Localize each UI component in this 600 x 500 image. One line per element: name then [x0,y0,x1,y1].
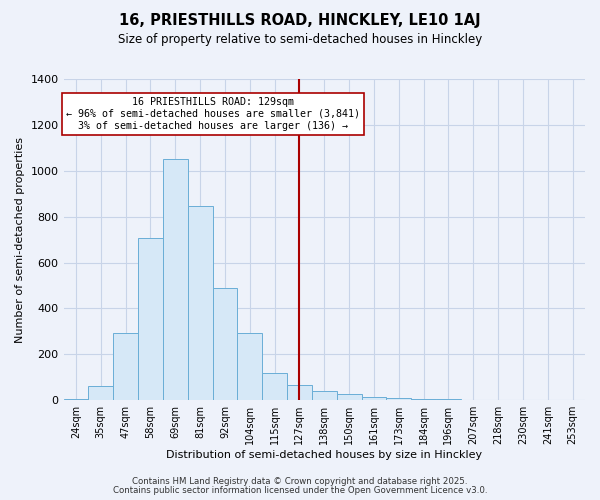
Text: Contains HM Land Registry data © Crown copyright and database right 2025.: Contains HM Land Registry data © Crown c… [132,477,468,486]
Bar [312,391,337,400]
Bar [238,332,262,400]
Bar [163,159,188,400]
Text: 16 PRIESTHILLS ROAD: 129sqm
← 96% of semi-detached houses are smaller (3,841)
3%: 16 PRIESTHILLS ROAD: 129sqm ← 96% of sem… [65,98,359,130]
Y-axis label: Number of semi-detached properties: Number of semi-detached properties [15,136,25,342]
Text: Contains public sector information licensed under the Open Government Licence v3: Contains public sector information licen… [113,486,487,495]
Bar [411,399,436,400]
Bar [113,332,138,400]
Bar [88,386,113,400]
Text: 16, PRIESTHILLS ROAD, HINCKLEY, LE10 1AJ: 16, PRIESTHILLS ROAD, HINCKLEY, LE10 1AJ [119,12,481,28]
Bar [212,288,238,400]
Bar [337,394,362,400]
Text: Size of property relative to semi-detached houses in Hinckley: Size of property relative to semi-detach… [118,32,482,46]
Bar [262,372,287,400]
Bar [64,399,88,400]
Bar [386,398,411,400]
Bar [362,397,386,400]
Bar [188,206,212,400]
Bar [287,386,312,400]
X-axis label: Distribution of semi-detached houses by size in Hinckley: Distribution of semi-detached houses by … [166,450,482,460]
Bar [138,238,163,400]
Bar [436,399,461,400]
